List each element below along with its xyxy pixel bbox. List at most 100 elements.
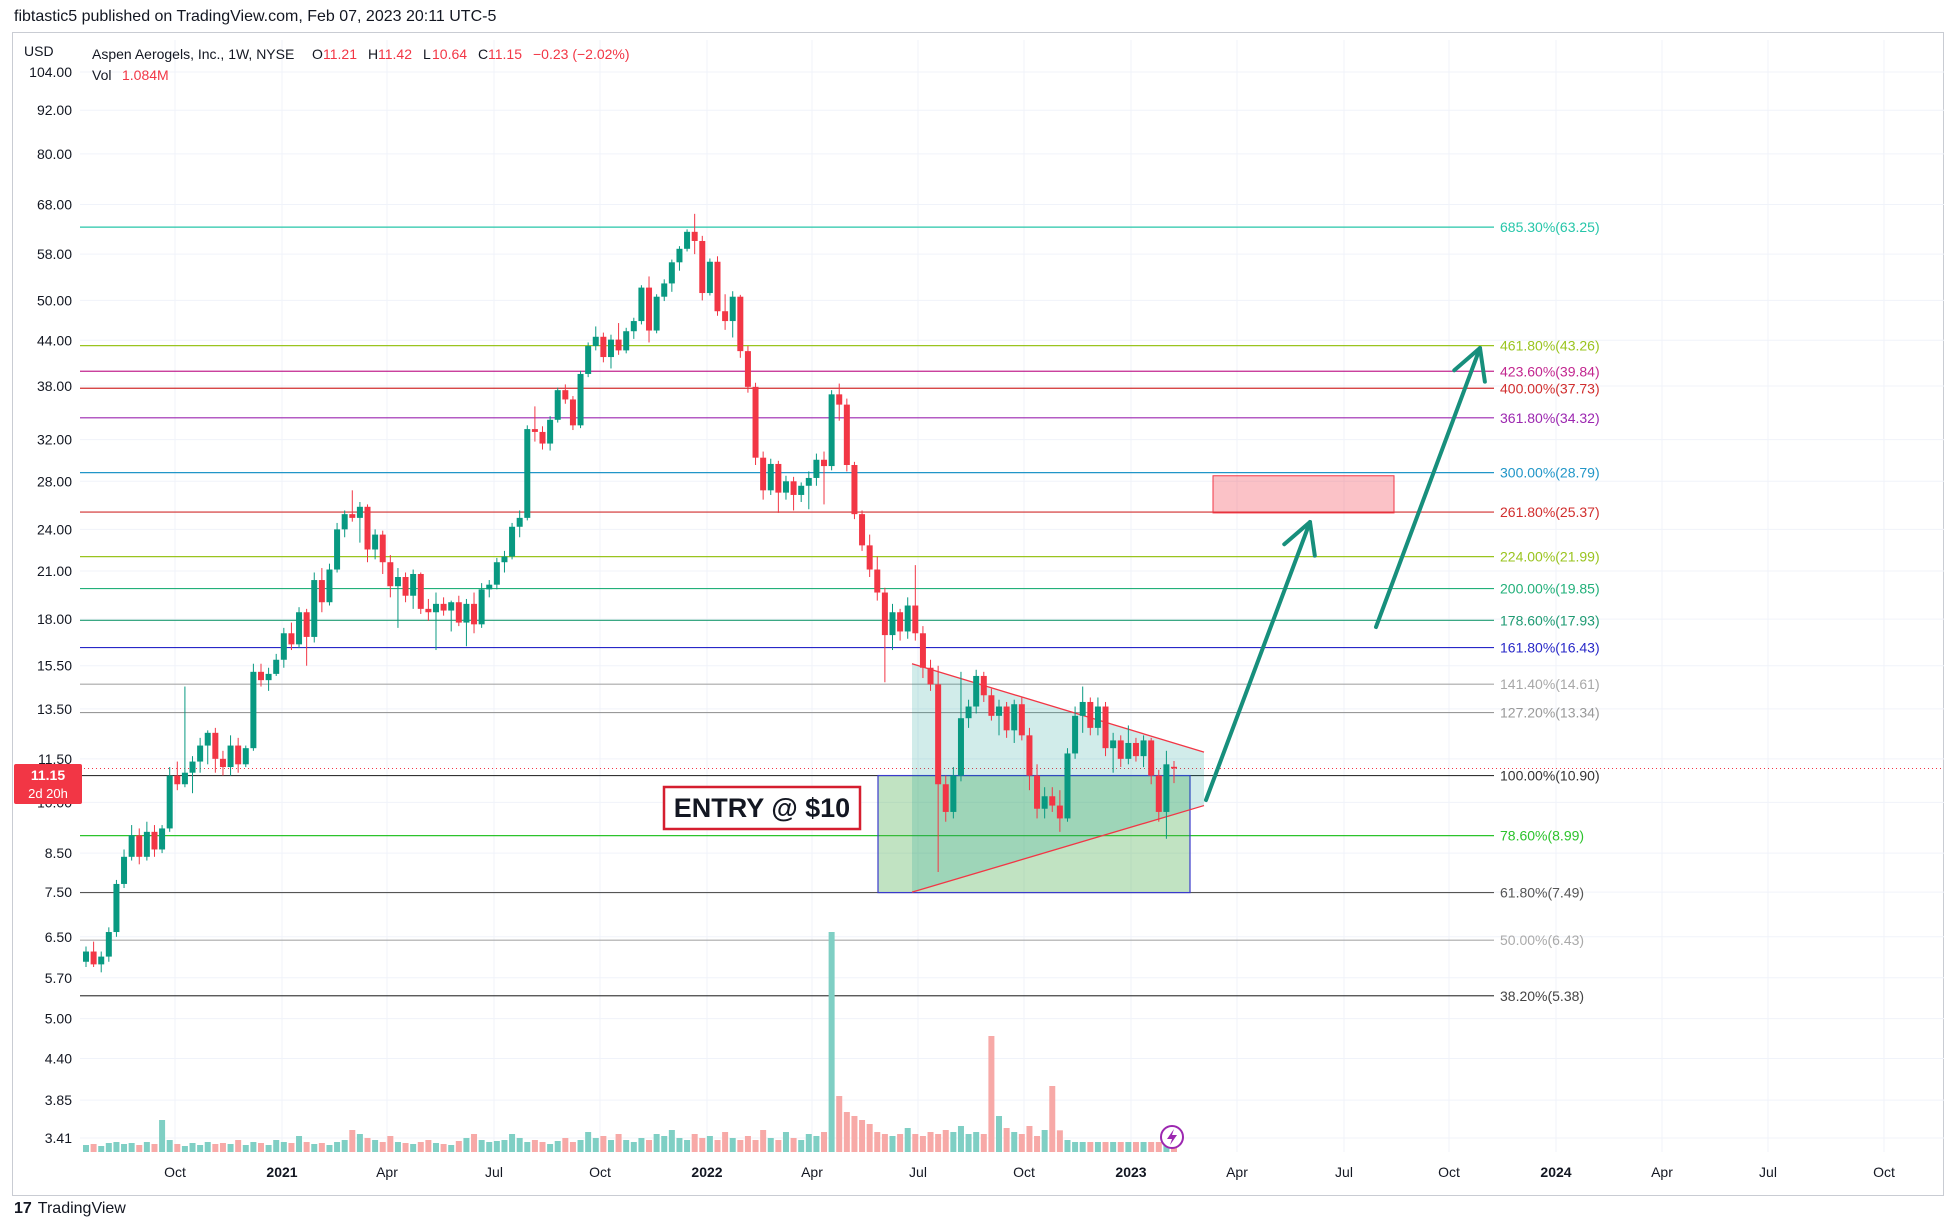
candle-body	[965, 706, 972, 719]
candle-body	[1163, 764, 1170, 812]
candle-body	[379, 534, 386, 563]
candle-body	[646, 287, 653, 331]
last-price-badge: 11.15 2d 20h	[14, 764, 82, 804]
volume-value: 1.084M	[122, 67, 169, 83]
fib-label: 100.00%(10.90)	[1500, 768, 1600, 784]
entry-label: ENTRY @ $10	[674, 793, 850, 823]
candle-body	[478, 589, 485, 625]
change-value: −0.23 (−2.02%)	[533, 46, 630, 62]
candle-body	[1087, 701, 1094, 728]
volume-bar	[691, 1134, 698, 1152]
candle-body	[1072, 715, 1079, 754]
volume-bar	[547, 1144, 554, 1152]
fib-label: 161.80%(16.43)	[1500, 640, 1600, 656]
volume-bar	[83, 1145, 89, 1152]
candle-body	[897, 612, 904, 632]
volume-bar	[737, 1140, 744, 1152]
candle-body	[919, 633, 926, 668]
candle-body	[699, 240, 706, 294]
volume-bar	[250, 1142, 257, 1152]
volume-bar	[790, 1138, 797, 1152]
candle-body	[280, 633, 287, 660]
breakout-arrow-head	[1282, 520, 1317, 558]
y-tick-label: 92.00	[37, 102, 72, 118]
candle-body	[927, 667, 934, 685]
volume-bar	[592, 1138, 599, 1152]
x-tick-label: 2024	[1540, 1164, 1571, 1180]
publisher-note: fibtastic5 published on TradingView.com,…	[14, 8, 497, 25]
x-tick-label: Jul	[1335, 1164, 1353, 1180]
volume-bar	[212, 1144, 219, 1152]
volume-bar	[1110, 1142, 1117, 1152]
y-tick-label: 4.40	[45, 1050, 72, 1066]
volume-bar	[288, 1143, 295, 1152]
candle-body	[957, 718, 964, 776]
close-label: C	[478, 46, 488, 62]
candle-body	[486, 584, 493, 590]
volume-bar	[897, 1134, 904, 1152]
candle-body	[90, 951, 97, 965]
fib-label: 200.00%(19.85)	[1500, 581, 1600, 597]
grid-lines	[80, 40, 1944, 1152]
candle-body	[471, 603, 478, 625]
candle-body	[767, 463, 774, 491]
candlesticks[interactable]	[83, 213, 1177, 973]
volume-bar	[1140, 1142, 1147, 1152]
symbol-legend: USD Aspen Aerogels, Inc., 1W, NYSE O 11.…	[24, 43, 630, 83]
x-tick-label: Oct	[1013, 1164, 1035, 1180]
chart-frame[interactable]	[12, 32, 1944, 1196]
fib-label: 224.00%(21.99)	[1500, 549, 1600, 565]
candle-body	[607, 339, 614, 358]
volume-bar	[1026, 1126, 1033, 1152]
y-tick-label: 5.00	[45, 1011, 72, 1027]
high-label: H	[368, 46, 378, 62]
candle-body	[661, 283, 668, 297]
volume-bar	[166, 1140, 173, 1152]
candle-body	[539, 431, 546, 444]
volume-bar	[1018, 1134, 1025, 1152]
breakout-arrow	[1204, 520, 1312, 802]
fib-label: 685.30%(63.25)	[1500, 219, 1600, 235]
candle-body	[577, 373, 584, 426]
volume-bar	[402, 1143, 409, 1152]
candle-body	[600, 336, 607, 358]
candle-body	[410, 573, 417, 596]
fib-label: 461.80%(43.26)	[1500, 338, 1600, 354]
entry-zone	[877, 774, 1191, 894]
fib-label: 300.00%(28.79)	[1500, 465, 1600, 481]
candle-body	[722, 311, 729, 322]
volume-bar	[859, 1120, 866, 1152]
tradingview-logo-icon[interactable]: 17	[14, 1200, 32, 1217]
volume-bar	[273, 1140, 280, 1152]
candle-body	[273, 659, 280, 674]
fib-label: 127.20%(13.34)	[1500, 705, 1600, 721]
volume-bar	[638, 1138, 645, 1152]
candle-body	[197, 745, 204, 762]
candle-body	[782, 481, 789, 493]
candle-body	[432, 603, 439, 613]
volume-bar	[1034, 1136, 1041, 1152]
candle-body	[942, 784, 949, 812]
volume-bar	[189, 1143, 196, 1152]
candle-body	[836, 394, 843, 405]
candle-body	[653, 296, 660, 331]
volume-bar	[501, 1140, 508, 1152]
volume-bar	[1079, 1142, 1086, 1152]
candle-body	[760, 457, 767, 491]
footer-brand[interactable]: TradingView	[37, 1200, 126, 1217]
volume-bar	[257, 1143, 264, 1152]
volume-bar	[569, 1142, 576, 1152]
candle-body	[136, 835, 143, 857]
volume-bar	[1056, 1130, 1063, 1152]
volume-bar	[242, 1145, 249, 1152]
volume-bar	[432, 1143, 439, 1152]
x-tick-label: 2023	[1115, 1164, 1146, 1180]
y-tick-label: 28.00	[37, 473, 72, 489]
lightning-icon[interactable]	[1160, 1125, 1184, 1149]
candle-body	[980, 675, 987, 696]
annotations	[1204, 346, 1487, 802]
currency-label: USD	[24, 43, 54, 59]
y-tick-label: 58.00	[37, 246, 72, 262]
volume-bar	[341, 1140, 348, 1152]
